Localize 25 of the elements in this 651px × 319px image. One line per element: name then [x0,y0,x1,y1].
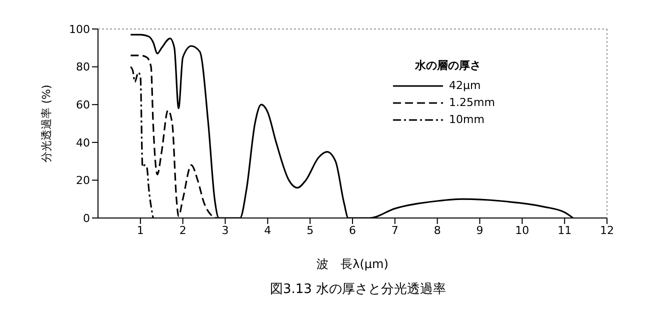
x-tick-label: 10 [515,224,530,237]
x-tick-label: 2 [179,224,186,237]
y-axis-title: 分光透過率 (%) [40,84,53,162]
x-tick-label: 8 [434,224,441,237]
y-tick-label: 40 [76,136,90,150]
x-tick-label: 3 [222,224,229,237]
y-tick-label: 20 [76,174,90,188]
legend-title: 水の層の厚さ [415,58,482,73]
x-axis-title: 波 長λ(μm) [316,257,388,271]
legend-label: 1.25mm [449,96,495,109]
legend-label: 42μm [449,79,481,92]
x-tick-label: 1 [136,224,144,237]
x-tick-label: 7 [391,224,398,237]
y-tick-label: 0 [83,212,90,225]
y-tick-label: 60 [76,98,90,112]
y-tick-label: 100 [69,22,90,36]
x-tick-label: 5 [306,224,314,237]
x-tick-label: 4 [264,224,272,237]
x-tick-label: 9 [476,224,484,237]
text: 図3.13 水の厚さと分光透過率 [268,281,448,298]
x-tick-label: 11 [558,224,572,237]
x-tick-label: 12 [600,224,614,237]
x-tick-label: 6 [349,224,356,237]
y-tick-label: 80 [76,60,90,74]
legend-label: 10mm [449,113,484,126]
